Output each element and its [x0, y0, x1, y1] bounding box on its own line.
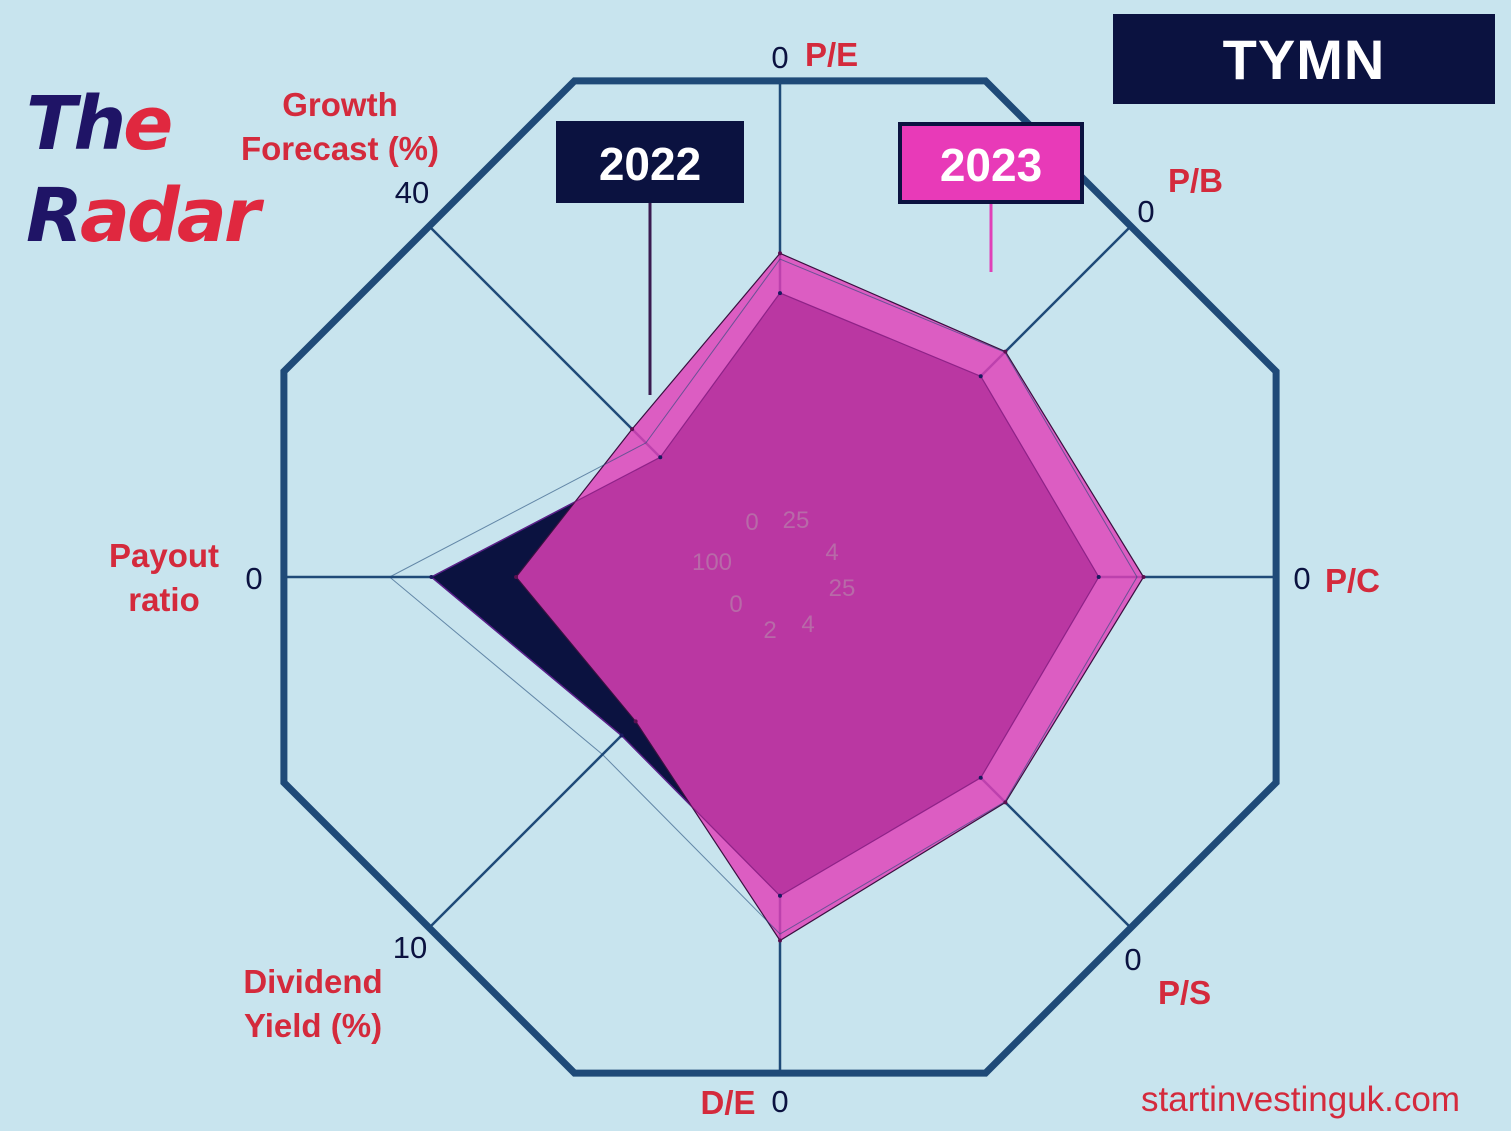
series-2023-point [1141, 575, 1146, 579]
axis-label: Dividend [243, 963, 382, 1000]
series-2022-point [619, 733, 624, 738]
inner-tick-label: 4 [801, 611, 814, 638]
outer-tick-label: 10 [393, 930, 427, 965]
axis-label: Yield (%) [244, 1007, 382, 1044]
legend-2023-box [898, 122, 1084, 204]
series-2023-point [630, 427, 635, 432]
outer-tick-label: 40 [395, 175, 429, 210]
axis-label: P/B [1168, 162, 1223, 199]
axis-label: Growth [282, 86, 397, 123]
axis-label: D/E [700, 1084, 755, 1121]
series-layer [388, 251, 1146, 943]
legend-2023-label: 2023 [940, 139, 1042, 191]
series-2023-point [1003, 800, 1008, 805]
radar-frame [280, 77, 1280, 1077]
series-2022-point [778, 291, 782, 296]
axis-label: ratio [128, 581, 200, 618]
series-2023-point [633, 719, 638, 724]
outer-tick-label: 0 [771, 1084, 788, 1119]
inner-tick-label: 2 [763, 617, 776, 644]
series-2022-point [658, 455, 663, 460]
inner-tick-label: 100 [692, 549, 732, 576]
series-2022-point [1096, 575, 1101, 579]
axis-label: P/S [1158, 974, 1211, 1011]
series-2023-point [778, 938, 782, 943]
legend: 2022 2023 [556, 121, 1084, 395]
inner-tick-label: 25 [783, 507, 810, 534]
inner-tick-label: 0 [729, 591, 742, 618]
ticker-badge: TYMN [1113, 14, 1495, 104]
brand-logo: The Radar [26, 78, 260, 262]
outer-tick-label: 0 [771, 40, 788, 75]
series-2022-point [978, 775, 983, 780]
inner-tick-label: 4 [825, 539, 838, 566]
series-2022-point [429, 575, 434, 579]
outer-tick-label: 0 [1293, 561, 1310, 596]
brand-line-1: The [26, 81, 173, 167]
series-2023-point [514, 575, 519, 579]
inner-tick-label: 25 [829, 575, 856, 602]
outer-tick-label: 0 [1137, 194, 1154, 229]
axis-label: Payout [109, 537, 219, 574]
legend-2022-box [556, 121, 744, 203]
axis-label: P/E [805, 36, 858, 73]
brand-line-2: Radar [26, 173, 260, 259]
series-2022-point [978, 374, 983, 379]
outer-tick-label: 0 [1124, 942, 1141, 977]
reference-outline [388, 258, 1138, 935]
legend-2022-label: 2022 [599, 138, 701, 190]
series-2023-point [778, 251, 782, 256]
outer-tick-label: 0 [245, 561, 262, 596]
website-link: startinvestinguk.com [1141, 1080, 1461, 1119]
axis-label: P/C [1325, 562, 1380, 599]
axis-label: Forecast (%) [241, 130, 439, 167]
series-2022-point [778, 893, 782, 898]
series-2023-point [1003, 349, 1008, 354]
axis-labels: P/E P/B P/C P/S D/E Dividend Yield (%) Payout ra… [109, 36, 1380, 1121]
inner-tick-label: 0 [745, 509, 758, 536]
